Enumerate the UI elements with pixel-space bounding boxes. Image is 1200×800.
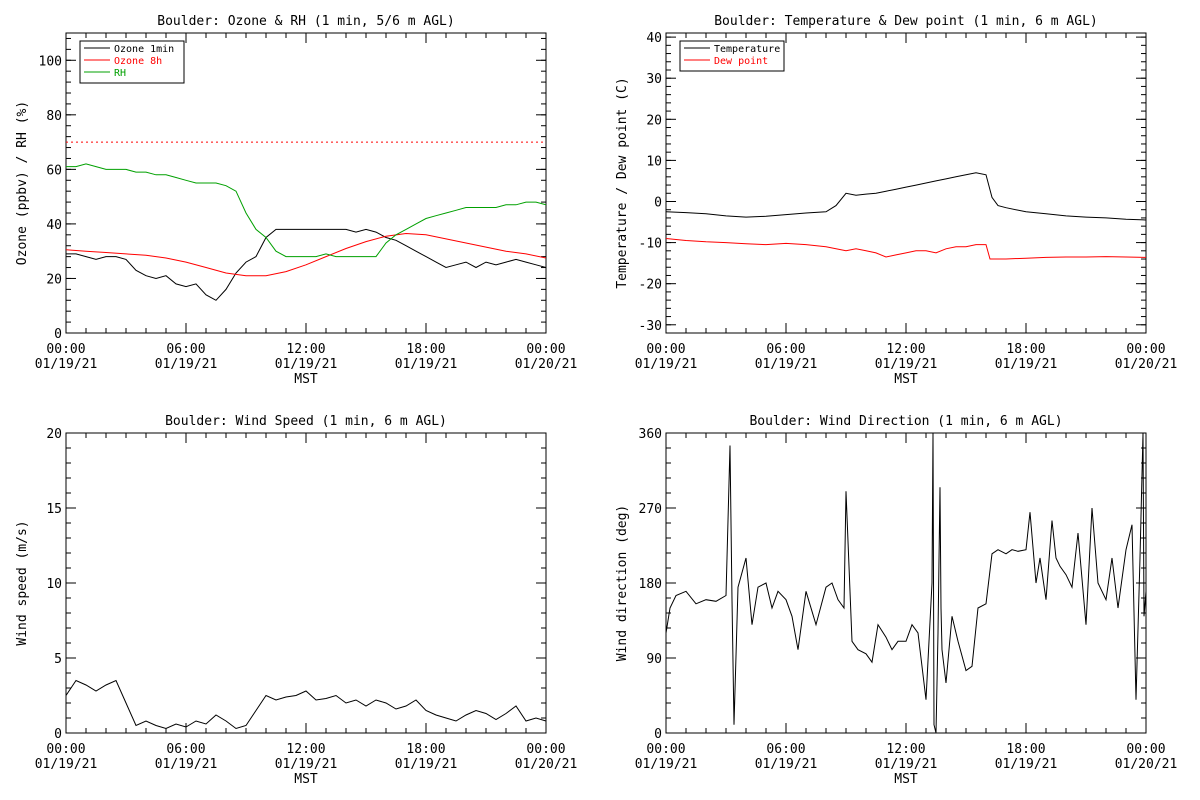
x-tick-label-time: 00:00 — [1126, 742, 1165, 757]
x-tick-label-time: 18:00 — [1006, 342, 1045, 357]
x-tick-label-date: 01/19/21 — [755, 357, 818, 372]
y-tick-label: 100 — [39, 54, 62, 69]
y-tick-label: 40 — [646, 31, 662, 46]
x-tick-label-date: 01/19/21 — [395, 757, 458, 772]
chart-panel-1: Boulder: Ozone & RH (1 min, 5/6 m AGL) 0 2… — [15, 14, 577, 387]
x-tick-label-date: 01/19/21 — [155, 357, 218, 372]
y-tick-label: 15 — [46, 502, 62, 517]
chart-panel-2: Boulder: Temperature & Dew point (1 min,… — [615, 14, 1177, 387]
chart-panel-4: Boulder: Wind Direction (1 min, 6 m AGL)… — [615, 414, 1177, 787]
chart-title: Boulder: Ozone & RH (1 min, 5/6 m AGL) — [157, 14, 454, 29]
x-tick-label-time: 00:00 — [1126, 342, 1165, 357]
legend-label: Dew point — [714, 56, 768, 67]
y-tick-label: 90 — [646, 652, 662, 667]
y-tick-label: 360 — [639, 427, 662, 442]
legend-box — [679, 40, 785, 72]
y-axis-label: Wind direction (deg) — [615, 505, 630, 662]
x-tick-label-time: 12:00 — [286, 742, 325, 757]
y-axis-label: Temperature / Dew point (C) — [615, 77, 630, 288]
x-tick-label-time: 00:00 — [526, 742, 565, 757]
y-tick-label: 30 — [646, 72, 662, 87]
legend-label: Ozone 8h — [114, 56, 162, 67]
x-tick-label-date: 01/19/21 — [875, 757, 938, 772]
chart-title: Boulder: Temperature & Dew point (1 min,… — [714, 14, 1098, 29]
x-tick-label-date: 01/19/21 — [275, 757, 338, 772]
legend-label: Ozone 1min — [114, 44, 174, 55]
y-tick-label: 10 — [646, 154, 662, 169]
y-tick-label: 0 — [54, 327, 62, 342]
x-tick-label-date: 01/19/21 — [395, 357, 458, 372]
x-tick-label-time: 12:00 — [886, 342, 925, 357]
x-tick-label-date: 01/19/21 — [755, 757, 818, 772]
legend-label: RH — [114, 68, 126, 79]
x-tick-label-date: 01/20/21 — [1115, 357, 1178, 372]
x-tick-label-date: 01/19/21 — [875, 357, 938, 372]
x-axis-label: MST — [894, 372, 918, 387]
x-tick-label-date: 01/19/21 — [995, 757, 1058, 772]
x-tick-label-time: 06:00 — [166, 342, 205, 357]
y-axis-label: Wind speed (m/s) — [15, 520, 30, 645]
x-tick-label-date: 01/19/21 — [275, 357, 338, 372]
x-tick-label-time: 00:00 — [46, 742, 85, 757]
x-tick-label-date: 01/19/21 — [995, 357, 1058, 372]
series-line-dew-point — [666, 238, 1146, 260]
y-tick-label: 40 — [46, 218, 62, 233]
x-tick-label-date: 01/19/21 — [635, 757, 698, 772]
x-tick-label-time: 06:00 — [766, 342, 805, 357]
y-tick-label: 5 — [54, 652, 62, 667]
x-axis-label: MST — [294, 372, 318, 387]
x-tick-label-time: 12:00 — [886, 742, 925, 757]
x-tick-label-date: 01/20/21 — [515, 757, 578, 772]
series-line-reference-0 — [666, 433, 1146, 733]
x-tick-label-date: 01/19/21 — [635, 357, 698, 372]
y-axis-label: Ozone (ppbv) / RH (%) — [15, 101, 30, 265]
series-line-reference-0 — [66, 679, 546, 730]
x-tick-label-date: 01/19/21 — [155, 757, 218, 772]
x-tick-label-time: 18:00 — [1006, 742, 1045, 757]
x-tick-label-date: 01/20/21 — [515, 357, 578, 372]
x-tick-label-time: 18:00 — [406, 342, 445, 357]
x-axis-label: MST — [294, 772, 318, 787]
chart-title: Boulder: Wind Speed (1 min, 6 m AGL) — [165, 414, 447, 429]
y-tick-label: 20 — [46, 272, 62, 287]
y-tick-label: 180 — [639, 577, 662, 592]
x-tick-label-time: 00:00 — [526, 342, 565, 357]
y-tick-label: 0 — [54, 727, 62, 742]
x-tick-label-date: 01/20/21 — [1115, 757, 1178, 772]
x-tick-label-time: 06:00 — [766, 742, 805, 757]
y-tick-label: 270 — [639, 502, 662, 517]
x-axis-label: MST — [894, 772, 918, 787]
x-tick-label-date: 01/19/21 — [35, 757, 98, 772]
y-tick-label: 0 — [654, 727, 662, 742]
y-tick-label: 80 — [46, 109, 62, 124]
x-tick-label-time: 12:00 — [286, 342, 325, 357]
y-tick-label: -30 — [639, 319, 662, 334]
chart-panel-3: Boulder: Wind Speed (1 min, 6 m AGL) 0 5 10… — [15, 414, 577, 787]
series-line-ozone-1min — [66, 228, 546, 301]
series-line-ozone-8h — [66, 232, 546, 277]
series-line-rh — [66, 163, 546, 258]
y-tick-label: -20 — [639, 278, 662, 293]
y-tick-label: -10 — [639, 237, 662, 252]
y-tick-label: 60 — [46, 163, 62, 178]
x-tick-label-time: 00:00 — [46, 342, 85, 357]
y-tick-label: 20 — [46, 427, 62, 442]
x-tick-label-time: 00:00 — [646, 342, 685, 357]
legend-label: Temperature — [714, 44, 780, 55]
y-tick-label: 20 — [646, 113, 662, 128]
y-tick-label: 0 — [654, 195, 662, 210]
x-tick-label-date: 01/19/21 — [35, 357, 98, 372]
chart-title: Boulder: Wind Direction (1 min, 6 m AGL) — [749, 414, 1062, 429]
x-tick-label-time: 00:00 — [646, 742, 685, 757]
series-line-temperature — [666, 172, 1146, 221]
y-tick-label: 10 — [46, 577, 62, 592]
x-tick-label-time: 06:00 — [166, 742, 205, 757]
x-tick-label-time: 18:00 — [406, 742, 445, 757]
